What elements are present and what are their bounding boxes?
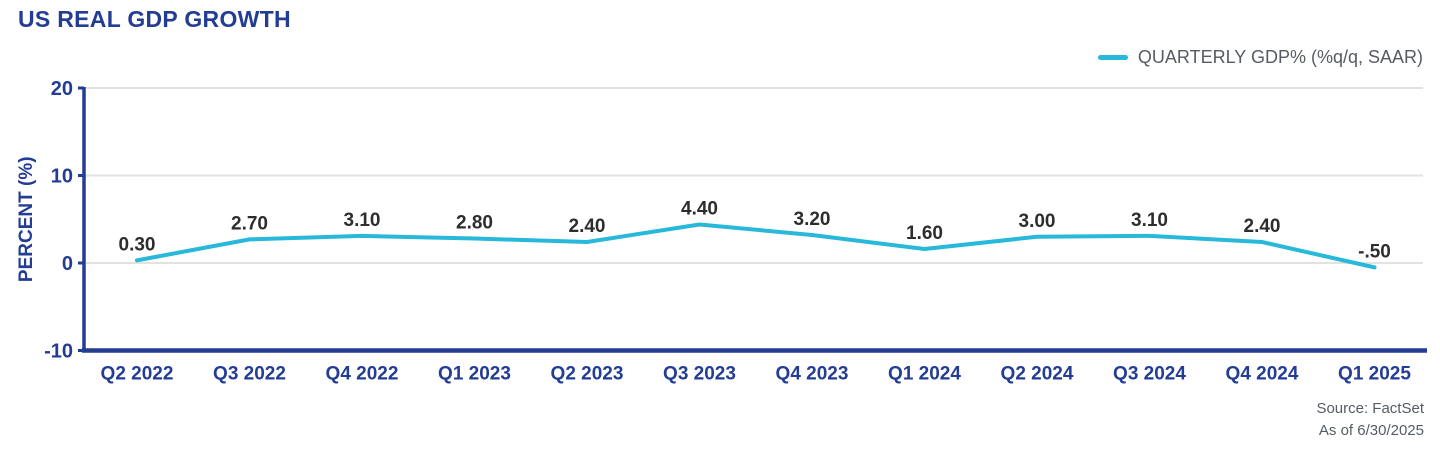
data-label: 3.10 (344, 210, 381, 231)
y-axis-title: PERCENT (%) (16, 156, 37, 282)
x-tick-label: Q1 2023 (438, 364, 511, 385)
x-tick-label: Q2 2022 (101, 364, 174, 385)
y-tick-label: 20 (51, 78, 73, 100)
x-tick-label: Q2 2024 (1001, 364, 1074, 385)
chart-title: US REAL GDP GROWTH (18, 6, 291, 32)
x-tick-label: Q1 2025 (1338, 364, 1411, 385)
legend-series-label: QUARTERLY GDP% (%q/q, SAAR) (1137, 47, 1423, 67)
source-note: Source: FactSet As of 6/30/2025 (1316, 398, 1424, 442)
data-label: 2.80 (456, 213, 493, 234)
data-label: 3.10 (1131, 210, 1168, 231)
data-label: 1.60 (906, 223, 943, 244)
y-tick-label: 0 (62, 253, 73, 275)
data-label: 3.00 (1019, 211, 1056, 232)
x-tick-label: Q4 2024 (1226, 364, 1299, 385)
x-tick-label: Q3 2022 (213, 364, 286, 385)
as-of-line: As of 6/30/2025 (1318, 422, 1424, 439)
data-label: 2.40 (569, 216, 606, 237)
gdp-line-series (135, 222, 1377, 270)
x-tick-label: Q4 2023 (776, 364, 849, 385)
data-label: 4.40 (681, 199, 718, 220)
legend: QUARTERLY GDP% (%q/q, SAAR) (1097, 47, 1423, 68)
x-tick-label: Q3 2023 (663, 364, 736, 385)
data-label: 3.20 (794, 209, 831, 230)
x-tick-label: Q4 2022 (326, 364, 399, 385)
x-tick-label: Q2 2023 (551, 364, 624, 385)
x-tick-label: Q3 2024 (1113, 364, 1186, 385)
data-label: 2.70 (231, 213, 268, 234)
data-label: -.50 (1358, 241, 1391, 262)
y-tick-label: 10 (51, 166, 73, 188)
data-label: 2.40 (1244, 216, 1281, 237)
data-label: 0.30 (119, 234, 156, 255)
source-line: Source: FactSet (1316, 400, 1424, 417)
y-tick-label: -10 (44, 341, 73, 363)
legend-line-swatch-icon (1097, 55, 1128, 60)
x-tick-label: Q1 2024 (888, 364, 961, 385)
